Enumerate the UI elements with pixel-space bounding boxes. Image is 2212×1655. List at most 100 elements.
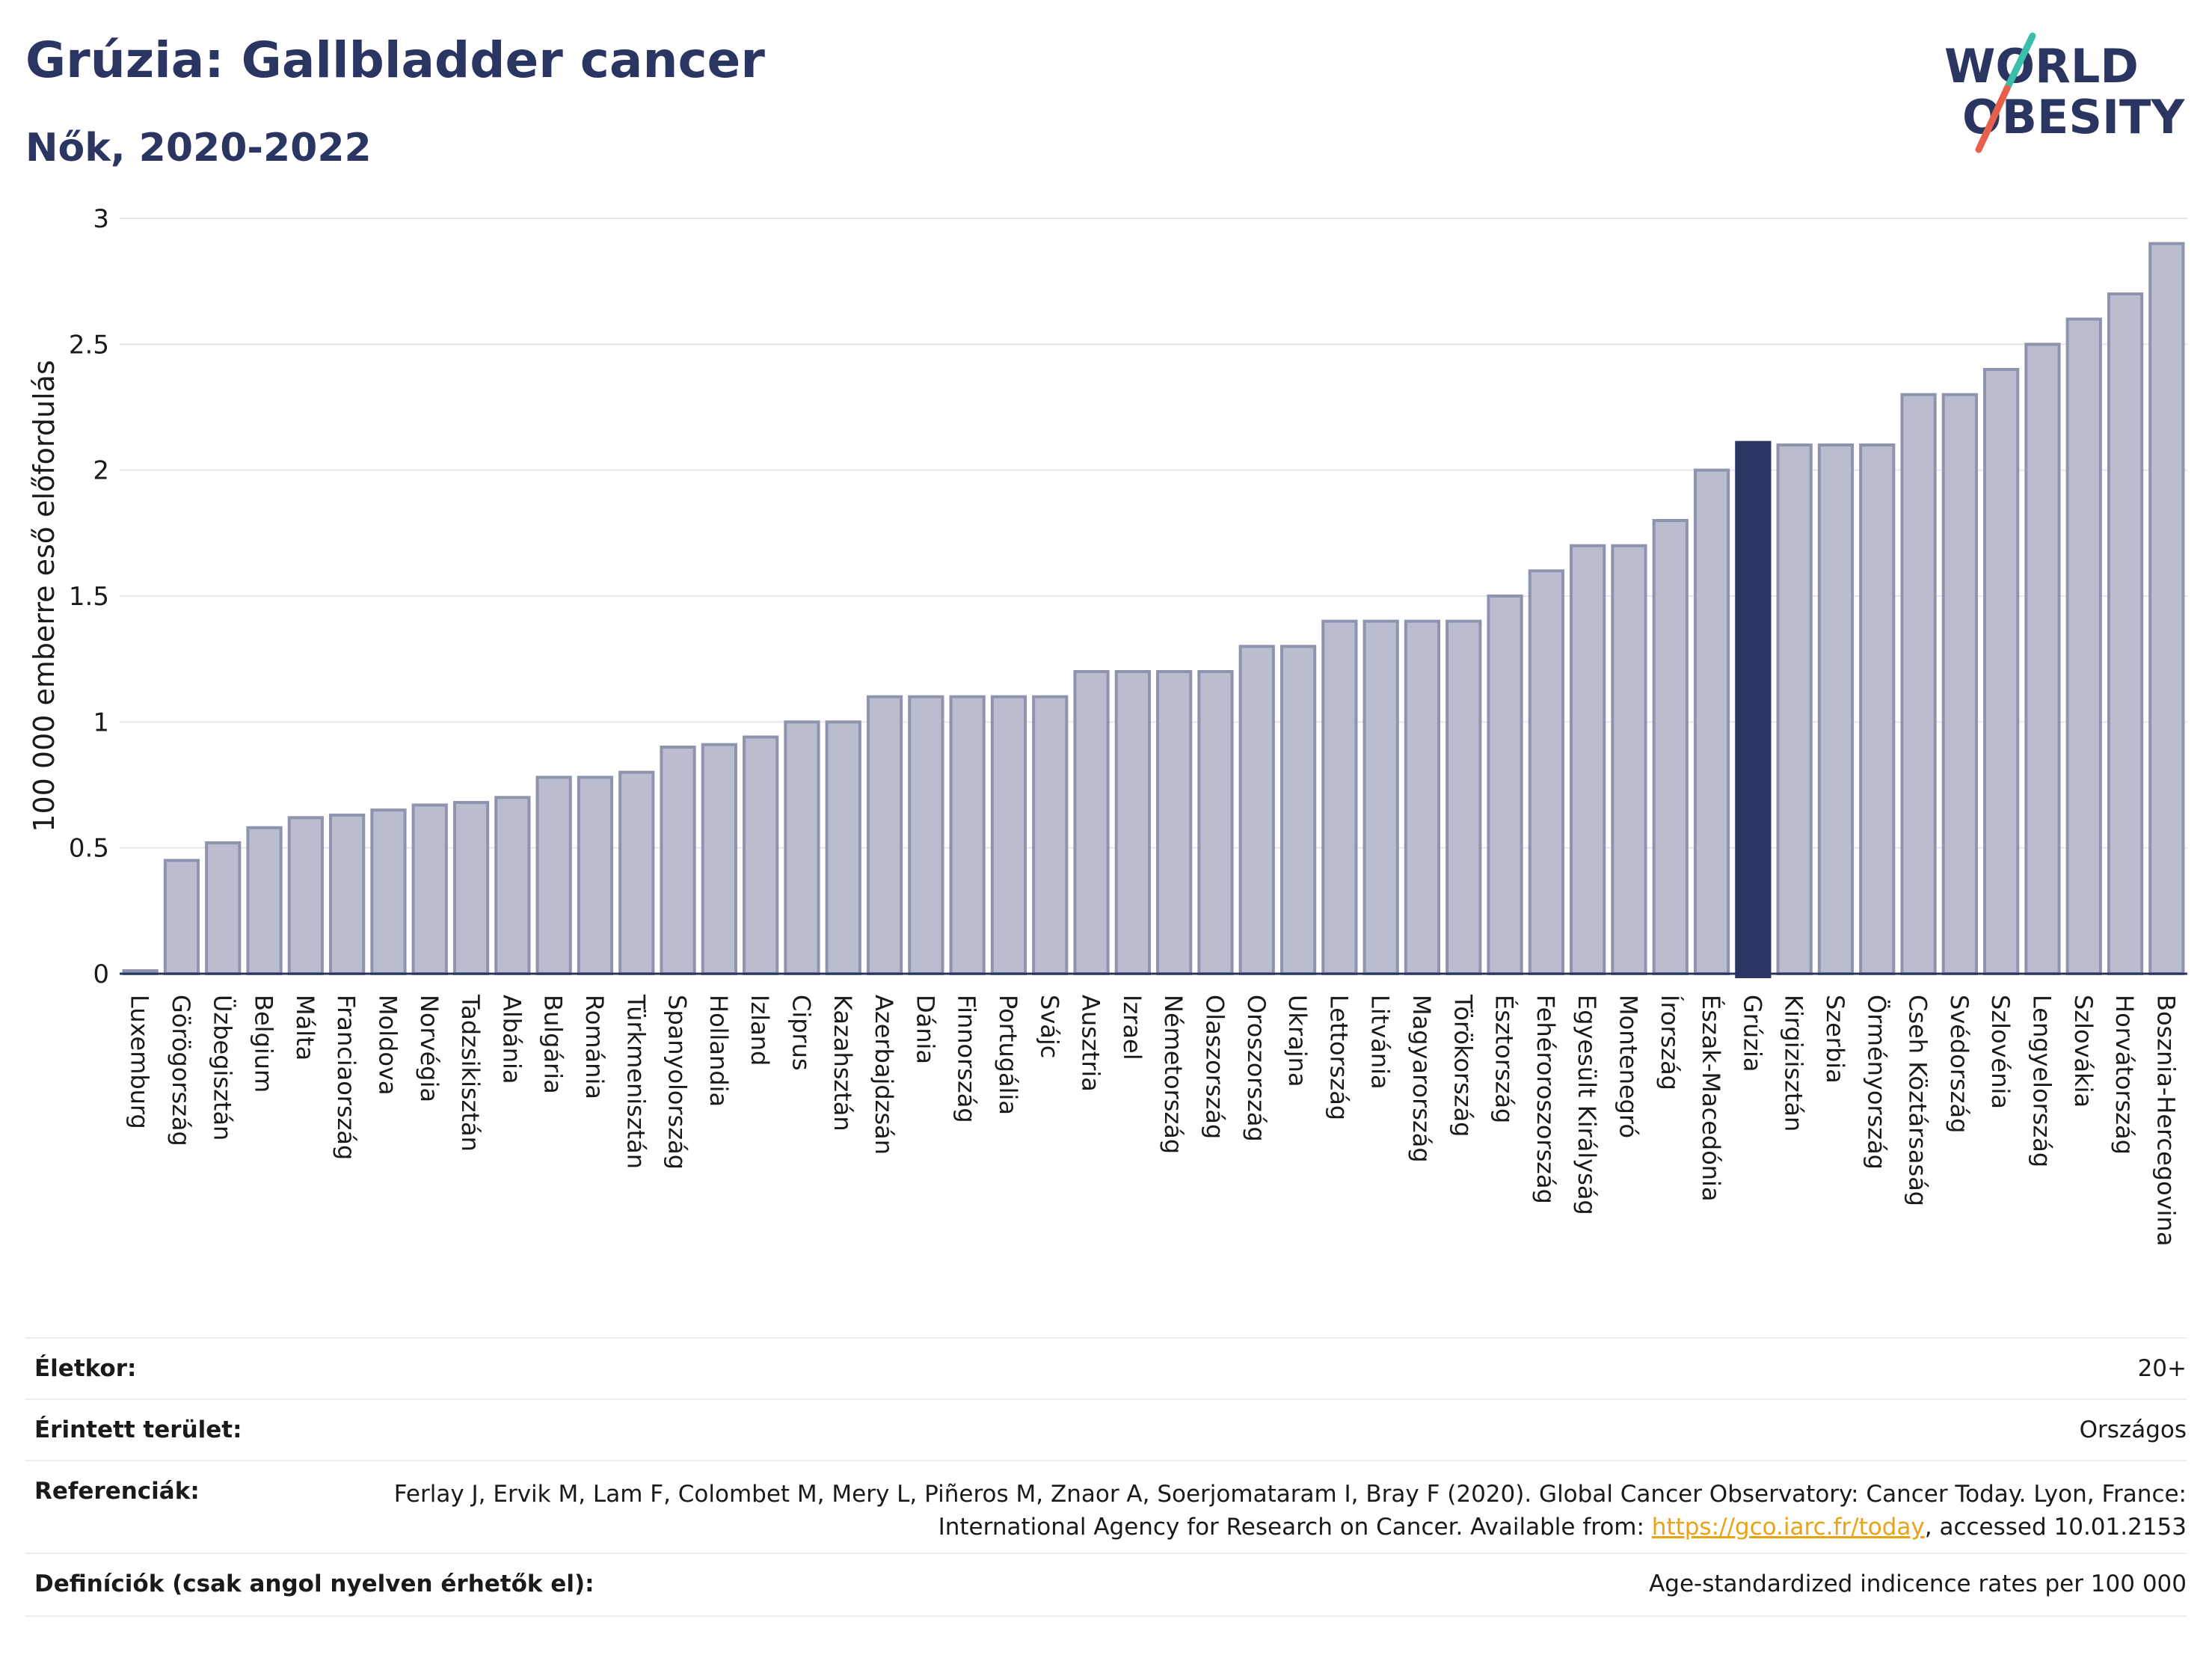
meta-bottom-divider: [25, 1615, 2187, 1617]
area-value: Országos: [2079, 1416, 2187, 1443]
x-tick-label: Olaszország: [1200, 995, 1229, 1139]
bar-47: [2065, 317, 2102, 975]
age-label: Életkor:: [34, 1355, 137, 1382]
page-title: Grúzia: Gallbladder cancer: [25, 31, 765, 89]
x-tick-label: Portugália: [994, 995, 1022, 1115]
x-tick-label: Svédország: [1945, 995, 1973, 1133]
world-obesity-logo: WORLD OBESITY: [1944, 32, 2185, 153]
x-tick-label: Egyesült Királyság: [1573, 995, 1601, 1215]
x-tick-label: Montenegró: [1614, 995, 1642, 1138]
x-axis-labels: Luxemburg Görögország Üzbegisztán Belgium Má…: [126, 994, 2181, 1246]
bar-2: [205, 841, 242, 976]
x-tick-label: Svájc: [1035, 995, 1063, 1058]
x-tick-label: Luxemburg: [126, 995, 154, 1129]
x-tick-label: Magyarország: [1407, 995, 1436, 1163]
x-tick-label: Albánia: [497, 995, 526, 1084]
bar-38: [1693, 468, 1730, 975]
x-tick-label: Türkmenisztán: [621, 994, 650, 1169]
bar-40: [1776, 443, 1813, 975]
x-tick-label: Ausztria: [1077, 995, 1105, 1092]
x-tick-label: Lengyelország: [2027, 995, 2056, 1167]
x-tick-label: Moldova: [373, 995, 402, 1096]
bar-39: [1735, 440, 1772, 978]
definitions-label: Definíciók (csak angol nyelven érhetők e…: [34, 1570, 595, 1597]
bar-28: [1279, 645, 1317, 975]
bar-34: [1528, 569, 1564, 975]
bar-23: [1073, 670, 1110, 975]
bar-4: [287, 816, 324, 976]
bar-33: [1487, 595, 1523, 975]
bar-17: [825, 720, 861, 975]
definitions-value: Age-standardized indicence rates per 100…: [1649, 1570, 2187, 1597]
x-tick-label: Spanyolország: [663, 995, 692, 1170]
logo-text-world: WORLD: [1944, 39, 2139, 93]
x-tick-label: Lettország: [1324, 995, 1353, 1120]
bar-18: [866, 695, 903, 976]
logo-slash-teal: [2003, 32, 2036, 92]
bar-43: [1900, 393, 1937, 975]
x-tick-label: Írország: [1656, 995, 1684, 1090]
references-link[interactable]: https://gco.iarc.fr/today: [1651, 1514, 1925, 1541]
bar-9: [494, 796, 531, 976]
x-tick-label: Grúzia: [1738, 995, 1766, 1072]
bar-25: [1156, 670, 1193, 975]
bar-21: [990, 695, 1027, 976]
references-label: Referenciák:: [34, 1478, 200, 1505]
x-tick-label: Bulgária: [539, 995, 568, 1094]
y-tick-label: 0: [93, 959, 109, 989]
x-tick-label: Észtország: [1490, 995, 1519, 1123]
x-tick-label: Cseh Köztársaság: [1904, 995, 1932, 1206]
x-tick-label: Észak-Macedónia: [1697, 995, 1725, 1202]
bar-46: [2024, 343, 2061, 976]
x-tick-label: Tadzsikisztán: [456, 994, 485, 1152]
bar-8: [452, 801, 490, 975]
x-tick-label: Szerbia: [1821, 995, 1849, 1084]
bar-19: [908, 695, 944, 976]
x-tick-label: Németország: [1159, 995, 1188, 1154]
x-tick-label: Izland: [746, 995, 774, 1066]
x-tick-label: Szlovákia: [2069, 995, 2098, 1108]
x-tick-label: Románia: [580, 995, 609, 1099]
y-tick-label: 3: [93, 204, 109, 234]
bar-32: [1446, 619, 1482, 976]
bar-20: [949, 695, 986, 976]
x-tick-label: Szlovénia: [1986, 995, 2015, 1109]
bar-7: [411, 803, 448, 976]
bars: [122, 242, 2185, 978]
bar-1: [163, 859, 200, 975]
meta-row-age: Életkor: 20+: [25, 1337, 2187, 1400]
bar-15: [743, 735, 779, 975]
bar-6: [370, 808, 407, 975]
bar-45: [1983, 368, 2020, 975]
bar-44: [1941, 393, 1978, 975]
bar-41: [1817, 443, 1855, 975]
x-tick-label: Fehéroroszország: [1531, 995, 1560, 1204]
x-tick-label: Izrael: [1118, 995, 1146, 1060]
x-tick-label: Örményország: [1862, 995, 1890, 1170]
x-tick-label: Dánia: [911, 995, 939, 1064]
x-tick-label: Törökország: [1448, 994, 1477, 1137]
y-tick-label: 0.5: [69, 834, 109, 864]
x-tick-label: Horvátország: [2110, 995, 2139, 1155]
x-tick-label: Ukrajna: [1283, 995, 1312, 1087]
bar-13: [660, 746, 696, 975]
x-tick-label: Franciaország: [332, 995, 360, 1160]
x-tick-label: Hollandia: [704, 995, 733, 1107]
bar-29: [1321, 619, 1358, 976]
page-subtitle: Nők, 2020-2022: [25, 126, 372, 171]
bar-27: [1238, 645, 1275, 975]
x-tick-label: Litvánia: [1366, 995, 1395, 1090]
bar-37: [1652, 519, 1689, 975]
bar-16: [784, 720, 820, 975]
bar-42: [1859, 443, 1896, 975]
bar-5: [329, 813, 366, 976]
meta-row-references: Referenciák: Ferlay J, Ervik M, Lam F, C…: [25, 1460, 2187, 1554]
bar-12: [618, 770, 655, 975]
x-tick-label: Bosznia-Hercegovina: [2151, 995, 2180, 1246]
x-tick-label: Belgium: [250, 995, 278, 1093]
x-tick-label: Norvégia: [415, 995, 443, 1102]
x-tick-label: Ciprus: [787, 995, 815, 1071]
x-tick-label: Kazahsztán: [829, 995, 857, 1132]
y-axis-ticks: 0 0.5 1 1.5 2 2.5 3: [69, 204, 109, 989]
y-tick-label: 1.5: [69, 582, 109, 612]
